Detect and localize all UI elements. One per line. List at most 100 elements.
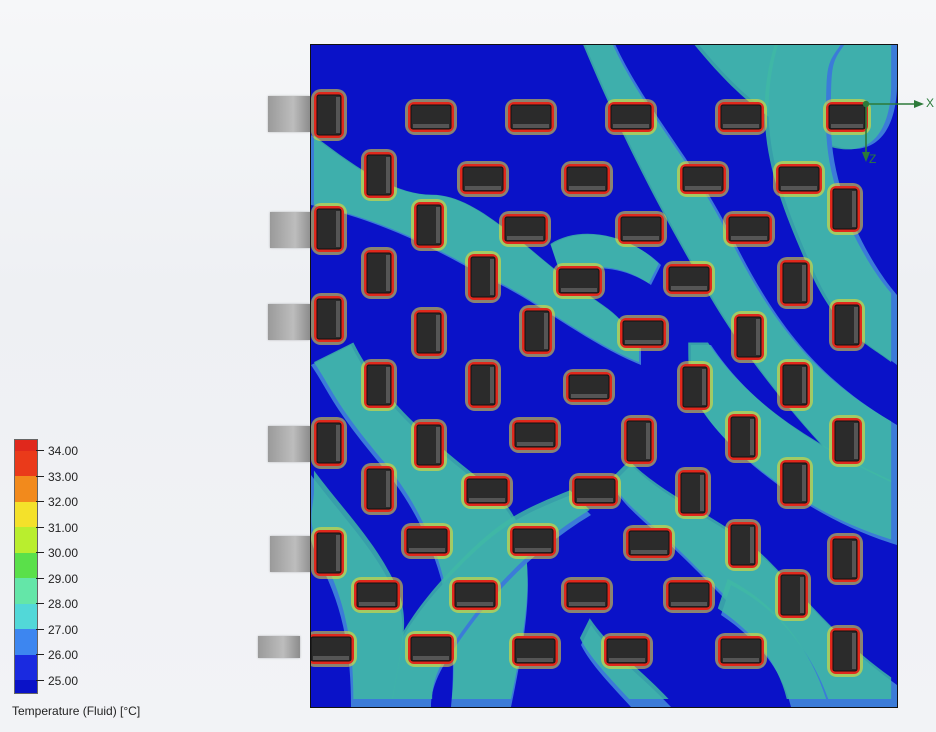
heat-source-component[interactable] <box>316 208 342 250</box>
heat-source-component[interactable] <box>410 104 452 130</box>
tick-label: 28.00 <box>48 597 79 611</box>
color-band <box>15 629 37 655</box>
heat-source-component[interactable] <box>828 104 866 130</box>
color-band <box>15 604 37 629</box>
component-fin <box>515 548 551 552</box>
color-band <box>15 578 37 604</box>
component-fin <box>802 265 806 301</box>
heat-source-component[interactable] <box>628 530 670 556</box>
inlet-tab-4 <box>268 426 310 462</box>
heat-source-component[interactable] <box>504 216 546 242</box>
temperature-contour-plot[interactable] <box>310 44 898 708</box>
component-fin <box>569 186 605 190</box>
axis-x-label: X <box>926 96 935 110</box>
heat-source-component[interactable] <box>720 638 762 664</box>
inlet-tab-6 <box>258 636 300 658</box>
heat-source-component[interactable] <box>356 582 398 608</box>
component-fin <box>386 157 390 193</box>
heat-source-component[interactable] <box>470 256 496 298</box>
heat-source-component[interactable] <box>512 528 554 554</box>
heat-source-component[interactable] <box>728 216 770 242</box>
heat-source-component[interactable] <box>514 422 556 448</box>
heat-source-component[interactable] <box>366 252 392 294</box>
component-fin <box>781 186 817 190</box>
heat-source-component[interactable] <box>568 374 610 400</box>
heat-source-component[interactable] <box>782 364 808 406</box>
heat-source-component[interactable] <box>620 216 662 242</box>
heat-source-component[interactable] <box>832 630 858 672</box>
heat-source-component[interactable] <box>780 574 806 616</box>
heat-source-component[interactable] <box>682 366 708 408</box>
heat-source-component[interactable] <box>626 420 652 462</box>
heat-source-component[interactable] <box>730 524 756 566</box>
heat-source-component[interactable] <box>566 582 608 608</box>
cool-plume-inner <box>717 578 827 700</box>
heat-source-component[interactable] <box>610 104 652 130</box>
heat-source-component[interactable] <box>514 638 556 664</box>
heat-source-component[interactable] <box>730 416 756 458</box>
heat-source-component[interactable] <box>316 532 342 574</box>
heat-source-component[interactable] <box>410 636 452 662</box>
heat-source-component[interactable] <box>720 104 762 130</box>
heat-source-component[interactable] <box>416 424 442 466</box>
tick-label: 27.00 <box>48 623 79 637</box>
heat-source-component[interactable] <box>736 316 762 358</box>
heat-source-component[interactable] <box>558 268 600 294</box>
heat-source-component[interactable] <box>316 422 342 464</box>
heat-source-component[interactable] <box>606 638 648 664</box>
component-fin <box>386 367 390 403</box>
component-fin <box>685 186 721 190</box>
heat-source-component[interactable] <box>574 478 616 504</box>
heat-source-component[interactable] <box>416 204 442 246</box>
component-fin <box>852 633 856 669</box>
heat-source-component[interactable] <box>416 312 442 354</box>
color-band <box>15 655 37 680</box>
tick-mark <box>36 552 44 553</box>
color-band <box>15 476 37 502</box>
component-fin <box>852 541 856 577</box>
heat-source-component[interactable] <box>366 364 392 406</box>
component-fin <box>409 548 445 552</box>
heat-source-component[interactable] <box>680 472 706 514</box>
heat-source-component[interactable] <box>366 154 392 196</box>
heat-source-component[interactable] <box>316 94 342 136</box>
heat-source-component[interactable] <box>524 310 550 352</box>
component-fin <box>465 186 501 190</box>
component-fin <box>336 211 340 247</box>
heat-source-component[interactable] <box>311 636 352 662</box>
color-bar <box>14 439 38 694</box>
component-fin <box>336 97 340 133</box>
heat-source-component[interactable] <box>406 528 448 554</box>
heat-source-component[interactable] <box>832 538 858 580</box>
heat-source-component[interactable] <box>454 582 496 608</box>
component-fin <box>723 124 759 128</box>
heat-source-component[interactable] <box>668 266 710 292</box>
tick-mark <box>36 450 44 451</box>
heat-source-component[interactable] <box>366 468 392 510</box>
legend-title: Temperature (Fluid) [°C] <box>12 704 141 718</box>
heat-source-component[interactable] <box>566 166 608 192</box>
component-fin <box>490 259 494 295</box>
heat-source-component[interactable] <box>782 262 808 304</box>
tick-mark <box>36 578 44 579</box>
heat-source-component[interactable] <box>462 166 504 192</box>
heat-source-component[interactable] <box>682 166 724 192</box>
heat-source-component[interactable] <box>834 420 860 462</box>
component-fin <box>571 394 607 398</box>
heat-source-component[interactable] <box>778 166 820 192</box>
heat-source-component[interactable] <box>466 478 508 504</box>
heat-source-component[interactable] <box>782 462 808 504</box>
cool-plume-inner <box>688 342 892 540</box>
component-fin <box>613 124 649 128</box>
heat-source-component[interactable] <box>510 104 552 130</box>
heat-source-component[interactable] <box>834 304 860 346</box>
heat-source-component[interactable] <box>832 188 858 230</box>
heat-source-component[interactable] <box>316 298 342 340</box>
heat-source-component[interactable] <box>668 582 710 608</box>
heat-source-component[interactable] <box>470 364 496 406</box>
inlet-tab-2 <box>270 212 312 248</box>
component-fin <box>413 656 449 660</box>
heat-source-component[interactable] <box>622 320 664 346</box>
component-fin <box>623 236 659 240</box>
